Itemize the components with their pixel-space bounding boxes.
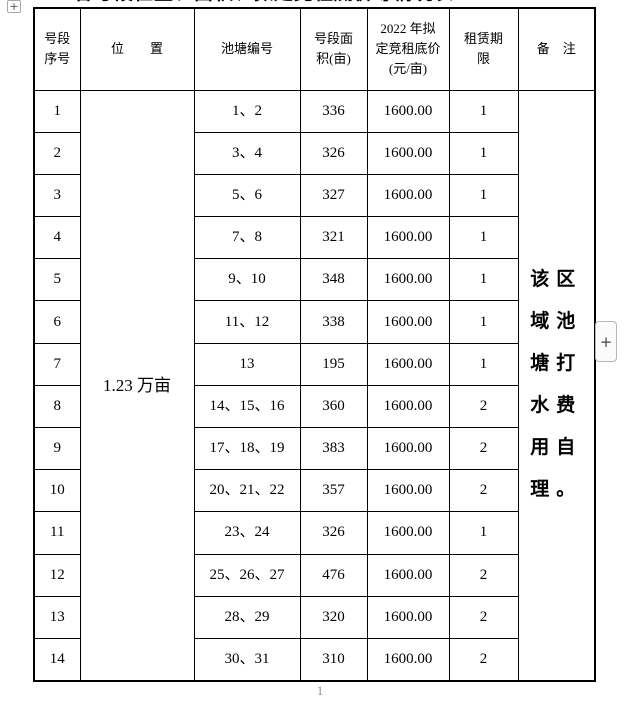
- page-number: 1: [316, 683, 324, 698]
- cell-term: 1: [448, 342, 519, 386]
- table-row: 1 1.23 万亩 1、2 336 1600.00 1 该区 域池 塘打 水费 …: [33, 89, 596, 682]
- cell-price: 1600.00: [366, 595, 450, 639]
- cell-term: 2: [448, 426, 519, 471]
- cell-price: 1600.00: [366, 258, 450, 302]
- cell-term: 2: [448, 553, 519, 597]
- cell-term: 2: [448, 637, 519, 682]
- cell-term: 2: [448, 384, 519, 429]
- cell-term: 2: [448, 469, 519, 513]
- cell-seq: 9: [33, 426, 81, 471]
- cell-area: 321: [299, 216, 368, 260]
- table-row: 12 25、26、27 476 1600.00 2: [33, 553, 595, 597]
- cell-term: 1: [448, 511, 519, 555]
- cell-ponds: 25、26、27: [193, 553, 301, 597]
- table-row: 14 30、31 310 1600.00 2: [33, 637, 595, 682]
- cell-area: 327: [299, 173, 368, 218]
- col-header-remark: 备 注: [517, 7, 596, 91]
- clipped-document-title-text: 各号段位置、面积、拟定竞租底价等情况表: [74, 0, 494, 7]
- cell-area: 336: [299, 89, 368, 133]
- cell-price: 1600.00: [366, 342, 450, 386]
- cell-term: 1: [448, 258, 519, 302]
- move-cross-icon: +: [9, 0, 19, 13]
- remark-text: 该区 域池 塘打 水费 用自 理。: [530, 269, 583, 501]
- cell-ponds: 11、12: [193, 300, 301, 344]
- table-row: 10 20、21、22 357 1600.00 2: [33, 469, 595, 513]
- col-header-location: 位 置: [79, 7, 195, 91]
- cell-term: 1: [448, 173, 519, 218]
- cell-seq: 12: [33, 553, 81, 597]
- cell-seq: 4: [33, 216, 81, 260]
- col-header-area: 号段面 积(亩): [299, 7, 368, 91]
- cell-area: 360: [299, 384, 368, 429]
- cell-seq: 14: [33, 637, 81, 682]
- cell-seq: 1: [33, 89, 81, 133]
- cell-price: 1600.00: [366, 173, 450, 218]
- cell-ponds: 20、21、22: [193, 469, 301, 513]
- clipped-document-title: 各号段位置、面积、拟定竞租底价等情况表: [74, 0, 494, 7]
- cell-price: 1600.00: [366, 426, 450, 471]
- table-row: 6 11、12 338 1600.00 1: [33, 300, 595, 344]
- plus-icon: +: [599, 332, 613, 351]
- cell-price: 1600.00: [366, 216, 450, 260]
- cell-area: 348: [299, 258, 368, 302]
- cell-area: 357: [299, 469, 368, 513]
- cell-area: 326: [299, 131, 368, 175]
- cell-seq: 6: [33, 300, 81, 344]
- table-row: 13 28、29 320 1600.00 2: [33, 595, 595, 639]
- cell-seq: 10: [33, 469, 81, 513]
- cell-ponds: 9、10: [193, 258, 301, 302]
- cell-seq: 8: [33, 384, 81, 429]
- col-header-ponds: 池塘编号: [193, 7, 301, 91]
- cell-term: 1: [448, 216, 519, 260]
- plus-button[interactable]: +: [595, 321, 617, 362]
- cell-seq: 3: [33, 173, 81, 218]
- cell-area: 195: [299, 342, 368, 386]
- col-header-price: 2022 年拟 定竞租底价 (元/亩): [366, 7, 450, 91]
- cell-seq: 7: [33, 342, 81, 386]
- table-move-handle-icon[interactable]: +: [7, 0, 21, 13]
- cell-area: 383: [299, 426, 368, 471]
- table-row: 2 3、4 326 1600.00 1: [33, 131, 595, 175]
- cell-seq: 13: [33, 595, 81, 639]
- cell-location-merged: 1.23 万亩: [79, 89, 195, 682]
- cell-term: 1: [448, 131, 519, 175]
- cell-seq: 2: [33, 131, 81, 175]
- cell-ponds: 14、15、16: [193, 384, 301, 429]
- cell-price: 1600.00: [366, 89, 450, 133]
- cell-area: 338: [299, 300, 368, 344]
- cell-ponds: 13: [193, 342, 301, 386]
- pond-rental-table: 号段 序号 位 置 池塘编号 号段面 积(亩) 2022 年拟 定竞租底价 (元…: [33, 7, 596, 682]
- cell-area: 310: [299, 637, 368, 682]
- cell-ponds: 1、2: [193, 89, 301, 133]
- table-row: 11 23、24 326 1600.00 1: [33, 511, 595, 555]
- cell-ponds: 3、4: [193, 131, 301, 175]
- cell-seq: 5: [33, 258, 81, 302]
- col-header-seq: 号段 序号: [33, 7, 81, 91]
- cell-area: 476: [299, 553, 368, 597]
- cell-remark-merged: 该区 域池 塘打 水费 用自 理。: [517, 89, 596, 682]
- cell-price: 1600.00: [366, 384, 450, 429]
- cell-price: 1600.00: [366, 469, 450, 513]
- cell-price: 1600.00: [366, 511, 450, 555]
- cell-area: 320: [299, 595, 368, 639]
- cell-ponds: 7、8: [193, 216, 301, 260]
- cell-ponds: 28、29: [193, 595, 301, 639]
- cell-ponds: 17、18、19: [193, 426, 301, 471]
- cell-ponds: 30、31: [193, 637, 301, 682]
- cell-price: 1600.00: [366, 553, 450, 597]
- cell-price: 1600.00: [366, 637, 450, 682]
- cell-ponds: 5、6: [193, 173, 301, 218]
- cell-ponds: 23、24: [193, 511, 301, 555]
- cell-term: 1: [448, 89, 519, 133]
- cell-area: 326: [299, 511, 368, 555]
- cell-price: 1600.00: [366, 300, 450, 344]
- header-row: 号段 序号 位 置 池塘编号 号段面 积(亩) 2022 年拟 定竞租底价 (元…: [33, 7, 596, 91]
- col-header-term: 租赁期 限: [448, 7, 519, 91]
- cell-term: 2: [448, 595, 519, 639]
- cell-price: 1600.00: [366, 131, 450, 175]
- cell-seq: 11: [33, 511, 81, 555]
- cell-term: 1: [448, 300, 519, 344]
- table-row: 8 14、15、16 360 1600.00 2: [33, 384, 595, 429]
